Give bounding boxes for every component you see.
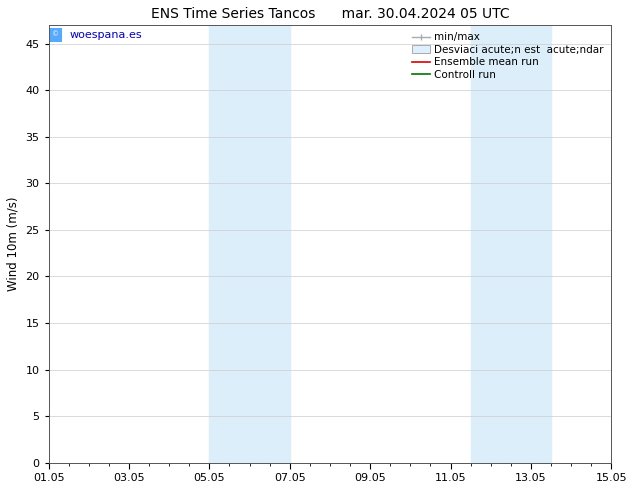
Bar [209,25,290,463]
Text: woespana.es: woespana.es [70,29,143,40]
Legend: min/max, Desviaci acute;n est  acute;ndar, Ensemble mean run, Controll run: min/max, Desviaci acute;n est acute;ndar… [410,30,606,82]
Y-axis label: Wind 10m (m/s): Wind 10m (m/s) [7,196,20,291]
Text: ©: © [53,31,60,38]
FancyBboxPatch shape [50,27,62,42]
Bar [470,25,551,463]
Title: ENS Time Series Tancos      mar. 30.04.2024 05 UTC: ENS Time Series Tancos mar. 30.04.2024 0… [151,7,509,21]
